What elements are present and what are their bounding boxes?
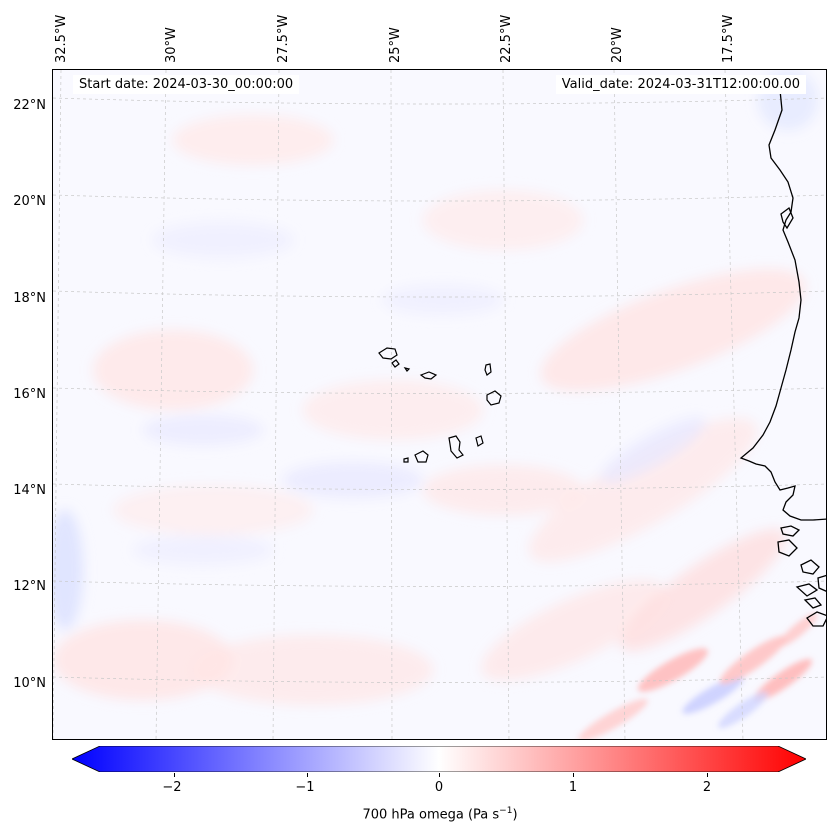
lon-label-30W: 30°W: [164, 27, 179, 63]
colorbar: [72, 746, 806, 772]
island-sal: [484, 363, 492, 376]
colorbar-tick-mark: [573, 773, 574, 777]
lon-label-32.5W: 32.5°W: [54, 14, 69, 63]
lat-label-14N: 14°N: [13, 483, 46, 498]
island-maio: [475, 435, 484, 447]
start-date-label: Start date: 2024-03-30_00:00:00: [73, 75, 300, 94]
omega-strong-bands: [578, 613, 818, 739]
african-coastline: [739, 89, 826, 627]
lat-label-12N: 12°N: [13, 579, 46, 594]
lon-label-22.5W: 22.5°W: [499, 14, 514, 63]
omega-field-map: [53, 70, 826, 739]
island-fogo: [414, 450, 429, 463]
colorbar-label: 700 hPa omega (Pa s−1): [362, 806, 518, 823]
colorbar-body: [72, 746, 806, 772]
lat-label-18N: 18°N: [13, 291, 46, 306]
lon-label-20W: 20°W: [610, 27, 625, 63]
gridlines: [53, 70, 826, 739]
island-sao-nicolau: [419, 371, 438, 380]
colorbar-tick-label: 0: [434, 780, 444, 795]
lon-label-17.5W: 17.5°W: [721, 14, 736, 63]
colorbar-tick-mark: [307, 773, 308, 777]
lat-label-22N: 22°N: [13, 98, 46, 113]
omega-field: [53, 70, 818, 705]
colorbar-tick-label: 1: [568, 780, 578, 795]
island-santiago: [448, 435, 464, 459]
lon-label-27.5W: 27.5°W: [276, 14, 291, 63]
map-panel: Start date: 2024-03-30_00:00:00 Valid_da…: [52, 69, 827, 740]
colorbar-tick-label: −2: [162, 780, 182, 795]
island-santo-antao: [378, 347, 398, 360]
lat-label-16N: 16°N: [13, 387, 46, 402]
valid-date-label: Valid_date: 2024-03-31T12:00:00.00: [555, 75, 806, 94]
island-brava: [403, 457, 409, 463]
lat-label-20N: 20°N: [13, 194, 46, 209]
colorbar-tick-mark: [174, 773, 175, 777]
lon-label-25W: 25°W: [388, 27, 403, 63]
lat-label-10N: 10°N: [13, 676, 46, 691]
cape-verde-islands: [378, 347, 502, 463]
colorbar-tick-label: −1: [295, 780, 315, 795]
island-boa-vista: [486, 390, 502, 406]
colorbar-tick-mark: [707, 773, 708, 777]
colorbar-tick-label: 2: [702, 780, 712, 795]
island-sao-vicente: [391, 359, 400, 368]
island-santa-luzia: [403, 367, 411, 372]
colorbar-tick-mark: [439, 773, 440, 777]
